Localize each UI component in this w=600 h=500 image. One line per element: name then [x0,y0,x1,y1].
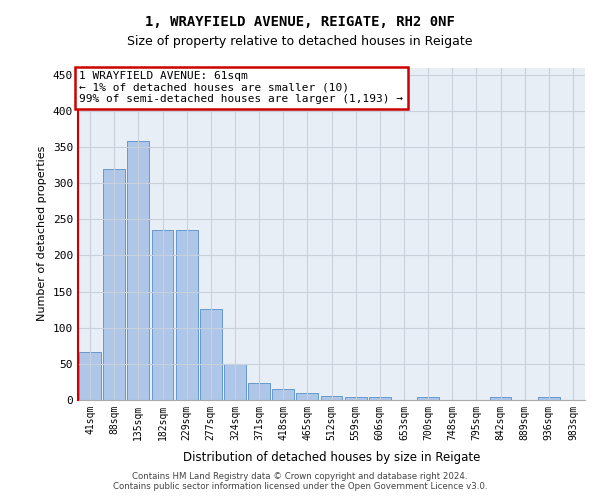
Bar [103,168,125,400]
Bar [369,397,391,400]
Bar [176,230,197,400]
Bar [79,352,101,400]
Bar [272,389,294,400]
Bar [224,364,246,400]
Bar [200,309,221,400]
Bar [152,230,173,400]
Y-axis label: Number of detached properties: Number of detached properties [37,146,47,322]
Bar [345,397,367,400]
Bar [296,393,318,400]
Bar [248,382,270,400]
Bar [490,397,511,400]
Bar [320,396,343,400]
Bar [417,397,439,400]
Text: 1, WRAYFIELD AVENUE, REIGATE, RH2 0NF: 1, WRAYFIELD AVENUE, REIGATE, RH2 0NF [145,15,455,29]
Bar [127,141,149,400]
X-axis label: Distribution of detached houses by size in Reigate: Distribution of detached houses by size … [183,451,480,464]
Bar [538,397,560,400]
Text: Contains HM Land Registry data © Crown copyright and database right 2024.
Contai: Contains HM Land Registry data © Crown c… [113,472,487,491]
Text: Size of property relative to detached houses in Reigate: Size of property relative to detached ho… [127,35,473,48]
Text: 1 WRAYFIELD AVENUE: 61sqm
← 1% of detached houses are smaller (10)
99% of semi-d: 1 WRAYFIELD AVENUE: 61sqm ← 1% of detach… [79,71,403,104]
